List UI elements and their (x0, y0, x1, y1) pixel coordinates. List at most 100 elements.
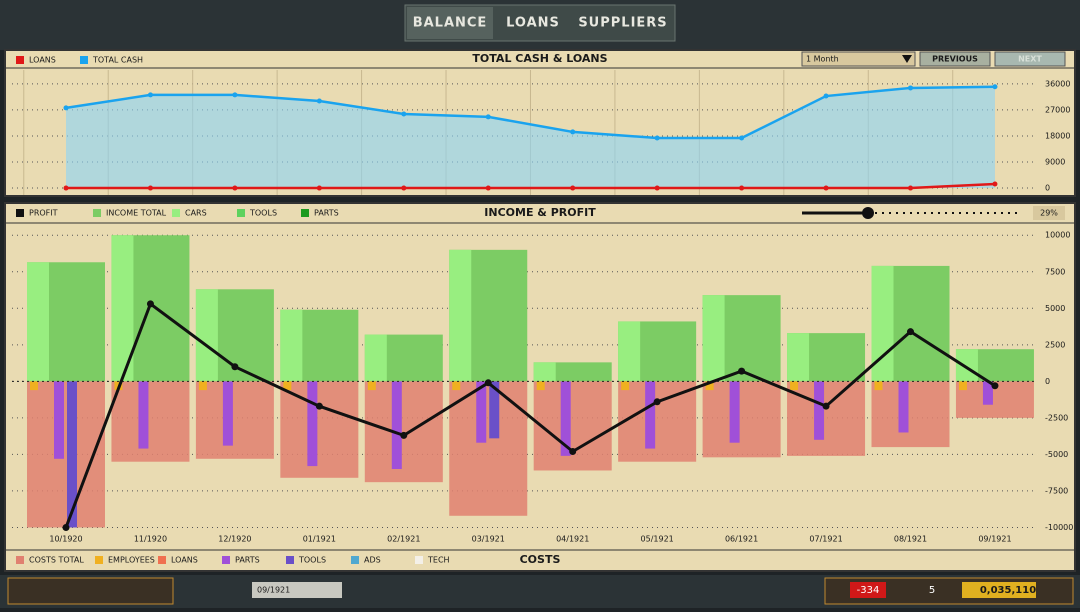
profit-point (315, 402, 323, 410)
chart-title: TOTAL CASH & LOANS (472, 52, 607, 65)
profit-point (400, 431, 408, 439)
legend-swatch (95, 556, 103, 564)
bar (871, 381, 950, 448)
bar (533, 381, 612, 471)
x-tick-label: 12/1920 (218, 535, 251, 544)
cash-area (66, 86, 995, 189)
bar (787, 381, 866, 456)
x-tick-label: 07/1921 (809, 535, 842, 544)
bar (364, 334, 387, 382)
legend-label: TOOLS (298, 556, 326, 565)
tab[interactable]: BALANCE (413, 16, 488, 31)
y-tick-label: -5000 (1045, 450, 1068, 459)
point (654, 185, 660, 191)
bar (198, 381, 207, 391)
toolbar[interactable] (7, 577, 174, 605)
y-tick-label: 36000 (1045, 79, 1070, 88)
y-tick-label: 27000 (1045, 105, 1070, 114)
point (908, 85, 913, 91)
next-button[interactable] (994, 51, 1066, 67)
legend-swatch (222, 556, 230, 564)
tab-active (407, 7, 493, 39)
x-tick-label: 09/1921 (978, 535, 1011, 544)
legend-swatch (16, 556, 24, 564)
legend-swatch (415, 556, 423, 564)
previous-button[interactable] (919, 51, 991, 67)
alert-box (850, 582, 886, 598)
bar (476, 381, 487, 443)
previous-label: PREVIOUS (932, 55, 978, 64)
bar (874, 381, 883, 391)
point (316, 185, 322, 191)
profit-point (484, 379, 492, 387)
bar (222, 381, 233, 446)
y-tick-label: 2500 (1045, 340, 1065, 349)
period-label: 1 Month (806, 55, 839, 64)
line (66, 182, 996, 190)
slider-knob[interactable] (862, 207, 874, 219)
legend-label: LOANS (171, 556, 198, 565)
bar (30, 381, 38, 391)
x-tick-label: 03/1921 (472, 535, 505, 544)
x-tick-label: 04/1921 (556, 535, 589, 544)
bar (489, 381, 500, 439)
x-tick-label: 06/1921 (725, 535, 758, 544)
bar (536, 381, 545, 391)
bar (958, 381, 967, 391)
bar (787, 333, 810, 382)
profit-point (231, 363, 239, 371)
legend-label: COSTS TOTAL (29, 556, 84, 565)
y-tick-label: 0 (1045, 184, 1050, 193)
y-tick-label: 9000 (1045, 158, 1065, 167)
legend-label: LOANS (29, 56, 56, 65)
money: 0,035,110 (980, 585, 1036, 596)
bar (729, 381, 740, 443)
profit-point (653, 398, 661, 406)
bar (955, 349, 978, 382)
y-tick-label: 10000 (1045, 231, 1070, 240)
point (485, 114, 491, 120)
point (992, 181, 998, 187)
y-tick-label: 5000 (1045, 304, 1065, 313)
date-box (252, 582, 342, 598)
y-tick-label: -7500 (1045, 486, 1068, 495)
profit-point (907, 328, 914, 336)
x-tick-label: 05/1921 (641, 535, 674, 544)
legend-swatch (16, 56, 24, 64)
date: 09/1921 (257, 586, 290, 595)
legend-swatch (237, 209, 245, 217)
point (63, 105, 69, 111)
costs-title: COSTS (520, 553, 561, 566)
legend-swatch (286, 556, 294, 564)
point (739, 135, 745, 141)
legend-label: PARTS (314, 209, 339, 218)
profit-point (991, 382, 999, 390)
bar (195, 381, 274, 459)
tab[interactable]: SUPPLIERS (578, 16, 667, 31)
bar (449, 249, 472, 382)
bar (702, 381, 781, 458)
dropdown-arrow (902, 55, 912, 63)
tab[interactable]: LOANS (506, 16, 560, 31)
bar (982, 381, 993, 405)
legend-swatch (16, 209, 24, 217)
bar (367, 381, 376, 391)
point (401, 185, 407, 191)
bar (618, 381, 697, 462)
legend-swatch (158, 556, 166, 564)
bar (280, 309, 303, 382)
legend-swatch (93, 209, 101, 217)
legend-swatch (351, 556, 359, 564)
x-tick-label: 02/1921 (387, 535, 420, 544)
legend-label: EMPLOYEES (108, 556, 155, 565)
y-tick-label: 7500 (1045, 267, 1065, 276)
legend-label: ADS (364, 556, 381, 565)
point (401, 111, 407, 117)
profit-point (62, 523, 70, 531)
period-dropdown[interactable] (801, 51, 916, 67)
legend-swatch (172, 209, 180, 217)
point (654, 135, 660, 141)
